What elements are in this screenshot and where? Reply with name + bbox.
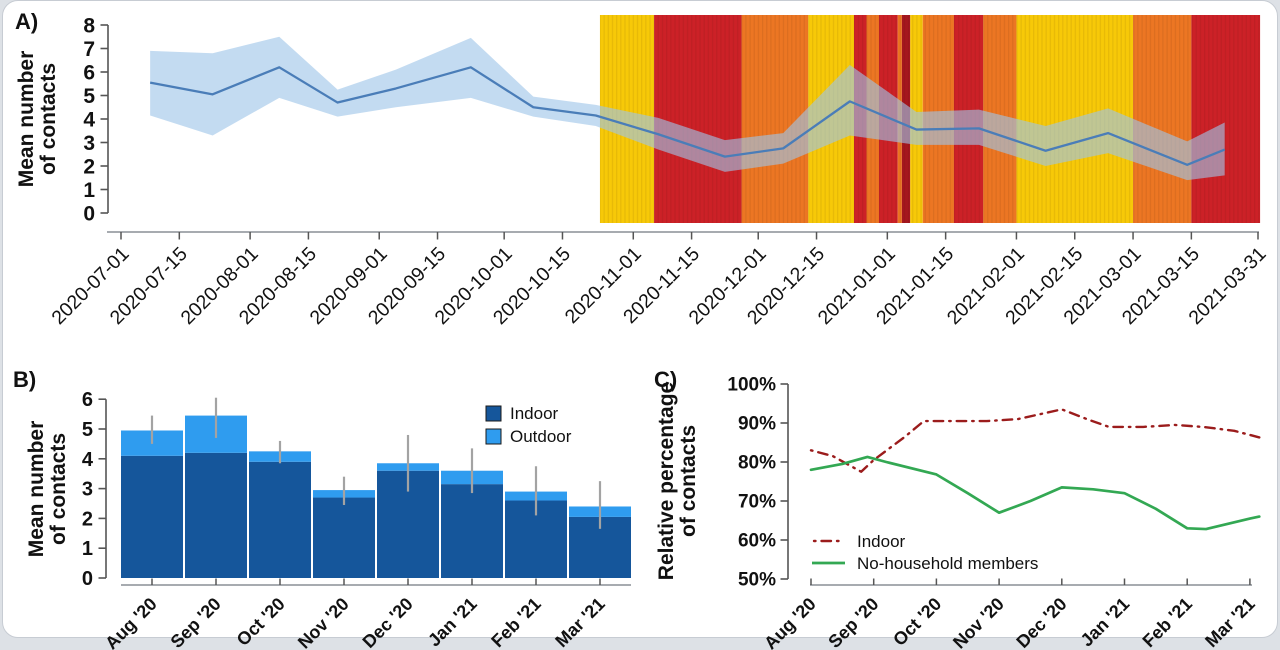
indoor-bar bbox=[249, 461, 311, 578]
y-tick-label: 8 bbox=[83, 15, 95, 38]
y-tick-label: 5 bbox=[83, 85, 95, 108]
x-tick-label: Dec '20 bbox=[1012, 594, 1070, 650]
y-axis-title: Mean numberof contacts bbox=[15, 51, 60, 188]
y-tick-label: 70% bbox=[738, 492, 776, 513]
y-axis-title-line: Relative percentage bbox=[655, 382, 678, 580]
y-tick-label: 2 bbox=[82, 508, 93, 530]
y-axis-title-line: of contacts bbox=[47, 433, 70, 545]
y-axis-title-line: Mean number bbox=[15, 51, 38, 188]
y-tick-label: 100% bbox=[727, 375, 776, 396]
x-tick-label: Jan '21 bbox=[1077, 594, 1134, 650]
y-axis-title: Relative percentageof contacts bbox=[655, 382, 700, 580]
y-tick-label: 6 bbox=[82, 389, 93, 411]
y-axis-title-line: of contacts bbox=[677, 425, 700, 537]
y-axis-title-line: of contacts bbox=[37, 63, 60, 175]
y-tick-label: 0 bbox=[82, 568, 93, 590]
x-tick-label: Nov '20 bbox=[949, 594, 1008, 650]
y-tick-label: 2 bbox=[83, 156, 95, 179]
indoor-bar bbox=[121, 455, 183, 578]
x-tick-label: Aug '20 bbox=[760, 594, 820, 650]
legend-swatch-outdoor bbox=[485, 428, 502, 445]
y-axis-title-line: Mean number bbox=[25, 421, 48, 558]
x-tick-label: Oct '20 bbox=[889, 594, 945, 650]
panel-c-chart: 100% 90% 80% 70% 60% 50% Relative percentageof… bbox=[655, 375, 1261, 650]
x-tick-label: Feb '21 bbox=[487, 594, 544, 650]
x-tick-label: Sep '20 bbox=[167, 594, 225, 650]
legend-swatch-indoor bbox=[485, 405, 502, 422]
x-tick-label: Aug '20 bbox=[101, 594, 161, 650]
y-axis-title: Mean numberof contacts bbox=[25, 421, 70, 558]
x-tick-label: Feb '21 bbox=[1139, 594, 1196, 650]
x-tick-label: Sep '20 bbox=[824, 594, 882, 650]
mean-contacts-line bbox=[149, 66, 1226, 166]
x-tick-label: Jan '21 bbox=[424, 594, 481, 650]
indoor-bar bbox=[441, 484, 503, 578]
legend-label-outdoor: Outdoor bbox=[510, 427, 572, 446]
confidence-band bbox=[150, 36, 1225, 181]
x-tick-label: Mar '21 bbox=[1201, 594, 1258, 650]
x-tick-label: Dec '20 bbox=[359, 594, 417, 650]
x-tick-label: Oct '20 bbox=[233, 594, 289, 650]
y-tick-label: 50% bbox=[738, 570, 776, 591]
y-tick-label: 6 bbox=[83, 62, 95, 85]
series-line-indoor bbox=[809, 408, 1261, 473]
series-line-no-household bbox=[809, 455, 1261, 531]
panel-c-label: C) bbox=[654, 367, 678, 392]
y-tick-label: 0 bbox=[83, 203, 95, 226]
y-tick-label: 5 bbox=[82, 419, 93, 441]
y-tick-label: 3 bbox=[82, 479, 93, 501]
panel-b-chart: 0 1 2 3 4 5 6 Mean numberof contacts Aug '20 Sep … bbox=[25, 389, 631, 650]
x-tick-label: Mar '21 bbox=[551, 594, 608, 650]
legend-label-indoor: Indoor bbox=[857, 532, 906, 551]
panel-b-label: B) bbox=[13, 367, 37, 392]
y-tick-label: 4 bbox=[82, 449, 94, 471]
y-tick-label: 1 bbox=[82, 538, 93, 560]
y-tick-label: 7 bbox=[83, 38, 95, 61]
x-tick-label: Nov '20 bbox=[294, 594, 353, 650]
y-tick-label: 3 bbox=[83, 132, 95, 155]
y-tick-label: 1 bbox=[83, 179, 95, 202]
y-tick-label: 4 bbox=[83, 109, 95, 132]
indoor-bar bbox=[185, 452, 247, 578]
y-tick-label: 90% bbox=[738, 414, 776, 435]
panel-a-label: A) bbox=[15, 9, 39, 34]
legend-label-indoor: Indoor bbox=[510, 404, 559, 423]
y-tick-label: 60% bbox=[738, 531, 776, 552]
indoor-bar bbox=[313, 497, 375, 578]
legend-label-no-household: No-household members bbox=[857, 554, 1038, 573]
y-tick-label: 80% bbox=[738, 453, 776, 474]
